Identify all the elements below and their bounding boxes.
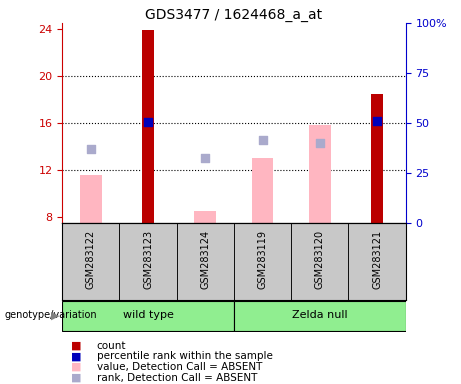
Point (259, 137, 266, 144)
Text: GSM283124: GSM283124 (201, 230, 210, 289)
Text: genotype/variation: genotype/variation (5, 310, 97, 320)
Text: ■: ■ (71, 341, 82, 351)
Bar (252, 158, 273, 223)
Title: GDS3477 / 1624468_a_at: GDS3477 / 1624468_a_at (145, 8, 323, 22)
Text: ■: ■ (71, 351, 82, 361)
Text: GSM283120: GSM283120 (315, 230, 325, 289)
Bar (234, 301, 406, 331)
Bar (291, 223, 349, 300)
Text: value, Detection Call = ABSENT: value, Detection Call = ABSENT (97, 362, 262, 372)
Text: percentile rank within the sample: percentile rank within the sample (97, 351, 273, 361)
Bar (142, 30, 154, 223)
Point (316, 140, 324, 146)
Text: GSM283122: GSM283122 (86, 230, 96, 289)
Bar (309, 125, 331, 223)
Bar (349, 223, 406, 300)
Bar (371, 94, 384, 223)
Bar (62, 301, 234, 331)
Text: ▶: ▶ (52, 310, 60, 320)
Bar (62, 223, 119, 300)
Text: GSM283119: GSM283119 (258, 230, 267, 289)
Bar (234, 223, 291, 300)
Bar (80, 175, 102, 223)
Text: ■: ■ (71, 373, 82, 383)
Text: GSM283121: GSM283121 (372, 230, 382, 289)
Text: count: count (97, 341, 126, 351)
Text: rank, Detection Call = ABSENT: rank, Detection Call = ABSENT (97, 373, 257, 383)
Text: GSM283123: GSM283123 (143, 230, 153, 289)
Point (87, 146, 95, 152)
Text: wild type: wild type (123, 310, 173, 320)
Bar (195, 211, 216, 223)
Point (201, 154, 209, 161)
Point (144, 119, 152, 125)
Bar (177, 223, 234, 300)
Text: Zelda null: Zelda null (292, 310, 348, 320)
Bar (119, 223, 177, 300)
Point (373, 118, 381, 124)
Text: ■: ■ (71, 362, 82, 372)
